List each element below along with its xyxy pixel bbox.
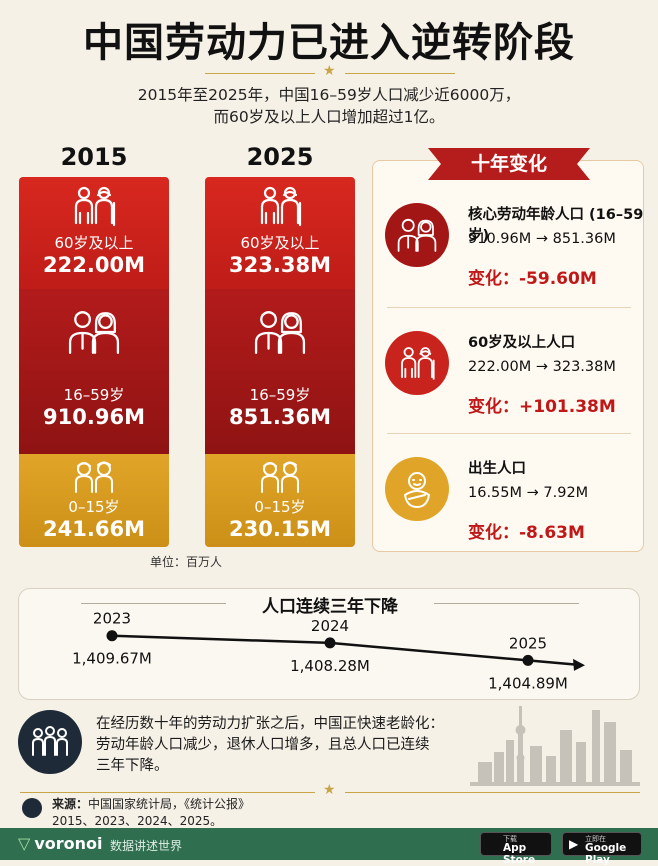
change-item-elderly: 60岁及以上人口 222.00M → 323.38M 变化：+101.38M	[373, 309, 645, 429]
google-play-badge[interactable]: ▶ 立即在 Google Play	[562, 832, 642, 866]
bar-segment-children-2025: 0–15岁 230.15M	[205, 454, 355, 547]
bottom-divider: ★	[20, 782, 640, 798]
bar-segment-working-2015: 16–59岁 910.96M	[19, 289, 169, 454]
x-tick-label: 2023	[93, 610, 131, 628]
star-icon: ★	[323, 782, 336, 798]
adult-couple-icon	[254, 311, 306, 354]
adult-couple-icon	[68, 311, 120, 354]
population-trend-chart: 人口连续三年下降 2023 1,409.67M 2024 1,408.28M 2025 1…	[18, 588, 640, 700]
change-item-name: 出生人口	[468, 461, 526, 477]
trend-title: 人口连续三年下降	[262, 597, 398, 617]
source-label: 来源：	[52, 797, 89, 811]
segment-label: 16–59岁	[63, 386, 125, 404]
footer-bar: ▽ voronoi 数据讲述世界 下载 App Store ▶ 立即在 Googl…	[0, 828, 658, 866]
children-icon	[261, 461, 299, 493]
change-item-births: 出生人口 16.55M → 7.92M 变化：-8.63M	[373, 435, 645, 555]
elderly-couple-icon	[74, 186, 116, 227]
brand-slogan: 数据讲述世界	[110, 839, 183, 853]
data-point	[522, 654, 534, 666]
source-credit: 来源：中国国家统计局，《统计公报》 2015、2023、2024、2025。	[52, 796, 250, 830]
page-title: 中国劳动力已进入逆转阶段	[83, 20, 575, 66]
change-item-name: 60岁及以上人口	[468, 335, 576, 351]
data-label: 1,408.28M	[290, 657, 370, 675]
bar-segment-elderly-2025: 60岁及以上 323.38M	[205, 177, 355, 289]
note-line: 劳动年龄人口减少，退休人口增多，且总人口已连续	[96, 737, 430, 753]
elderly-couple-icon	[385, 331, 449, 395]
source-line-2: 2015、2023、2024、2025。	[52, 814, 223, 828]
bar-segment-children-2015: 0–15岁 241.66M	[19, 454, 169, 547]
people-icon	[18, 710, 82, 774]
city-skyline-icon	[470, 706, 640, 786]
trend-series-line	[111, 634, 580, 667]
data-point	[324, 637, 336, 649]
bar-segment-elderly-2015: 60岁及以上 222.00M	[19, 177, 169, 289]
elderly-couple-icon	[260, 186, 302, 227]
source-line-1: 中国国家统计局，《统计公报》	[88, 797, 251, 811]
children-icon	[75, 461, 113, 493]
change-item-working-age: 核心劳动年龄人口 (16–59岁) 910.96M → 851.36M 变化：-…	[373, 181, 645, 301]
divider	[387, 307, 631, 308]
brand-logo[interactable]: ▽ voronoi	[18, 834, 103, 853]
change-item-delta: 变化：+101.38M	[468, 397, 616, 417]
segment-label: 0–15岁	[254, 498, 306, 516]
data-point	[106, 630, 118, 642]
x-tick-label: 2025	[509, 634, 547, 652]
document-icon	[22, 798, 42, 818]
data-label: 851.36M	[229, 405, 331, 429]
change-item-delta: 变化：-59.60M	[468, 269, 597, 289]
segment-label: 16–59岁	[249, 386, 311, 404]
note-line: 在经历数十年的劳动力扩张之后，中国正快速老龄化：	[96, 716, 444, 732]
subtitle-line-2: 而60岁及以上人口增加超过1亿。	[213, 108, 445, 126]
voronoi-logo-icon: ▽	[18, 834, 31, 853]
baby-icon	[385, 457, 449, 521]
data-label: 323.38M	[229, 253, 331, 277]
data-label: 241.66M	[43, 517, 145, 541]
column-2025: 60岁及以上 323.38M 16–59岁 851.36M 0–15岁 230.…	[205, 177, 355, 547]
data-label: 230.15M	[229, 517, 331, 541]
data-label: 910.96M	[43, 405, 145, 429]
subtitle: 2015年至2025年，中国16–59岁人口减少近6000万， 而60岁及以上人…	[0, 84, 658, 128]
segment-label: 60岁及以上	[54, 234, 134, 252]
column-2015: 60岁及以上 222.00M 16–59岁 910.96M 0–15岁 241.…	[19, 177, 169, 547]
panel-title: 十年变化	[428, 148, 590, 180]
note-line: 三年下降。	[96, 758, 169, 774]
subtitle-line-1: 2015年至2025年，中国16–59岁人口减少近6000万，	[137, 86, 521, 104]
arrow-icon	[573, 658, 585, 671]
adult-couple-icon	[385, 203, 449, 267]
summary-note: 在经历数十年的劳动力扩张之后，中国正快速老龄化： 劳动年龄人口减少，退休人口增多…	[96, 714, 476, 777]
divider	[387, 433, 631, 434]
segment-label: 60岁及以上	[240, 234, 320, 252]
change-item-range: 222.00M → 323.38M	[468, 359, 616, 375]
x-tick-label: 2024	[311, 617, 349, 635]
data-label: 1,409.67M	[72, 650, 152, 668]
change-item-range: 16.55M → 7.92M	[468, 485, 589, 501]
data-label: 222.00M	[43, 253, 145, 277]
segment-label: 0–15岁	[68, 498, 120, 516]
ten-year-change-panel: 十年变化 核心劳动年龄人口 (16–59岁) 910.96M → 851.36M…	[372, 148, 645, 555]
change-item-delta: 变化：-8.63M	[468, 523, 585, 543]
star-icon: ★	[323, 63, 336, 79]
year-label-2015: 2015	[60, 143, 128, 171]
play-icon: ▶	[569, 837, 579, 851]
trend-line-svg: 2023 1,409.67M 2024 1,408.28M 2025 1,404.89M	[72, 610, 585, 692]
change-item-name: 核心劳动年龄人口 (16–59岁)	[468, 207, 644, 244]
data-label: 1,404.89M	[488, 674, 568, 692]
bar-segment-working-2025: 16–59岁 851.36M	[205, 289, 355, 454]
unit-label: 单位：百万人	[150, 555, 223, 569]
app-store-badge[interactable]: 下载 App Store	[480, 832, 552, 866]
year-label-2025: 2025	[246, 143, 314, 171]
title-divider: ★	[205, 63, 455, 80]
change-item-range: 910.96M → 851.36M	[468, 231, 616, 247]
